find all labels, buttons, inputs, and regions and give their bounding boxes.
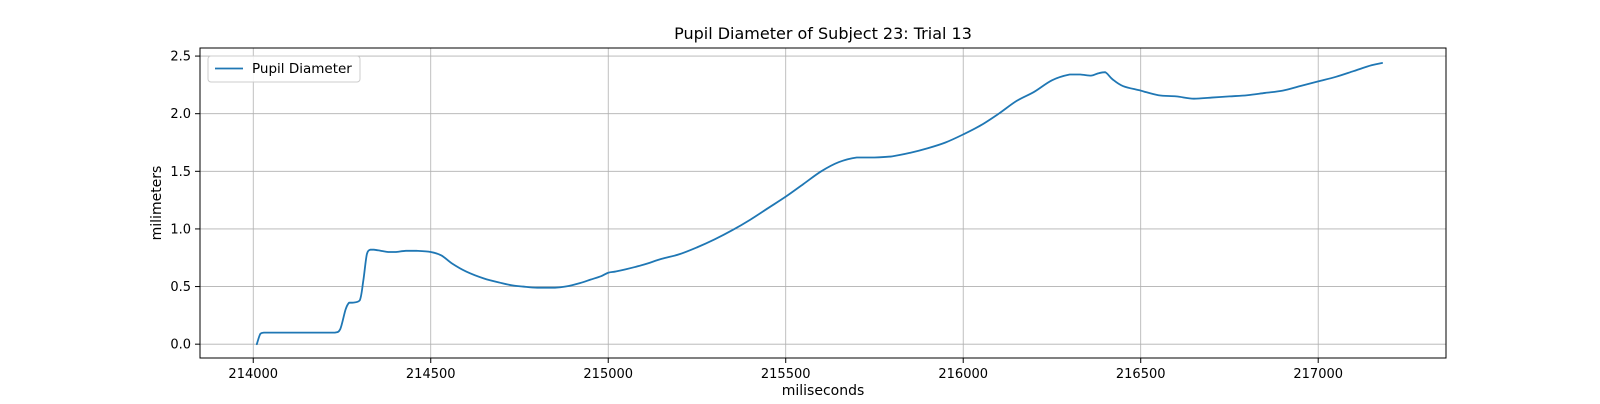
x-tick-label: 215500	[761, 367, 811, 382]
y-tick-label: 2.5	[170, 50, 191, 65]
y-tick-label: 0.0	[170, 338, 191, 353]
x-axis: 214000 214500 215000 215500 216000 216500 2170…	[228, 358, 1343, 382]
series-line	[255, 62, 1383, 346]
x-tick-label: 215000	[583, 367, 633, 382]
y-tick-label: 0.5	[170, 280, 191, 295]
x-tick-label: 214500	[406, 367, 456, 382]
y-tick-label: 1.0	[170, 222, 191, 237]
y-tick-label: 1.5	[170, 165, 191, 180]
chart-title: Pupil Diameter of Subject 23: Trial 13	[674, 24, 972, 43]
x-tick-label: 216500	[1116, 367, 1166, 382]
x-tick-label: 217000	[1293, 367, 1343, 382]
x-axis-title: miliseconds	[782, 383, 865, 399]
legend-label: Pupil Diameter	[252, 61, 352, 77]
x-tick-label: 216000	[938, 367, 988, 382]
x-tick-label: 214000	[228, 367, 278, 382]
y-tick-label: 2.0	[170, 107, 191, 122]
legend-box	[207, 55, 361, 83]
grid-layer	[200, 48, 1446, 358]
y-axis: 0.0 0.5 1.0 1.5 2.0 2.5	[170, 50, 200, 353]
series-layer	[255, 62, 1383, 346]
y-axis-title: milimeters	[149, 166, 165, 241]
plot-frame	[199, 47, 1447, 359]
legend: Pupil Diameter	[207, 55, 361, 83]
